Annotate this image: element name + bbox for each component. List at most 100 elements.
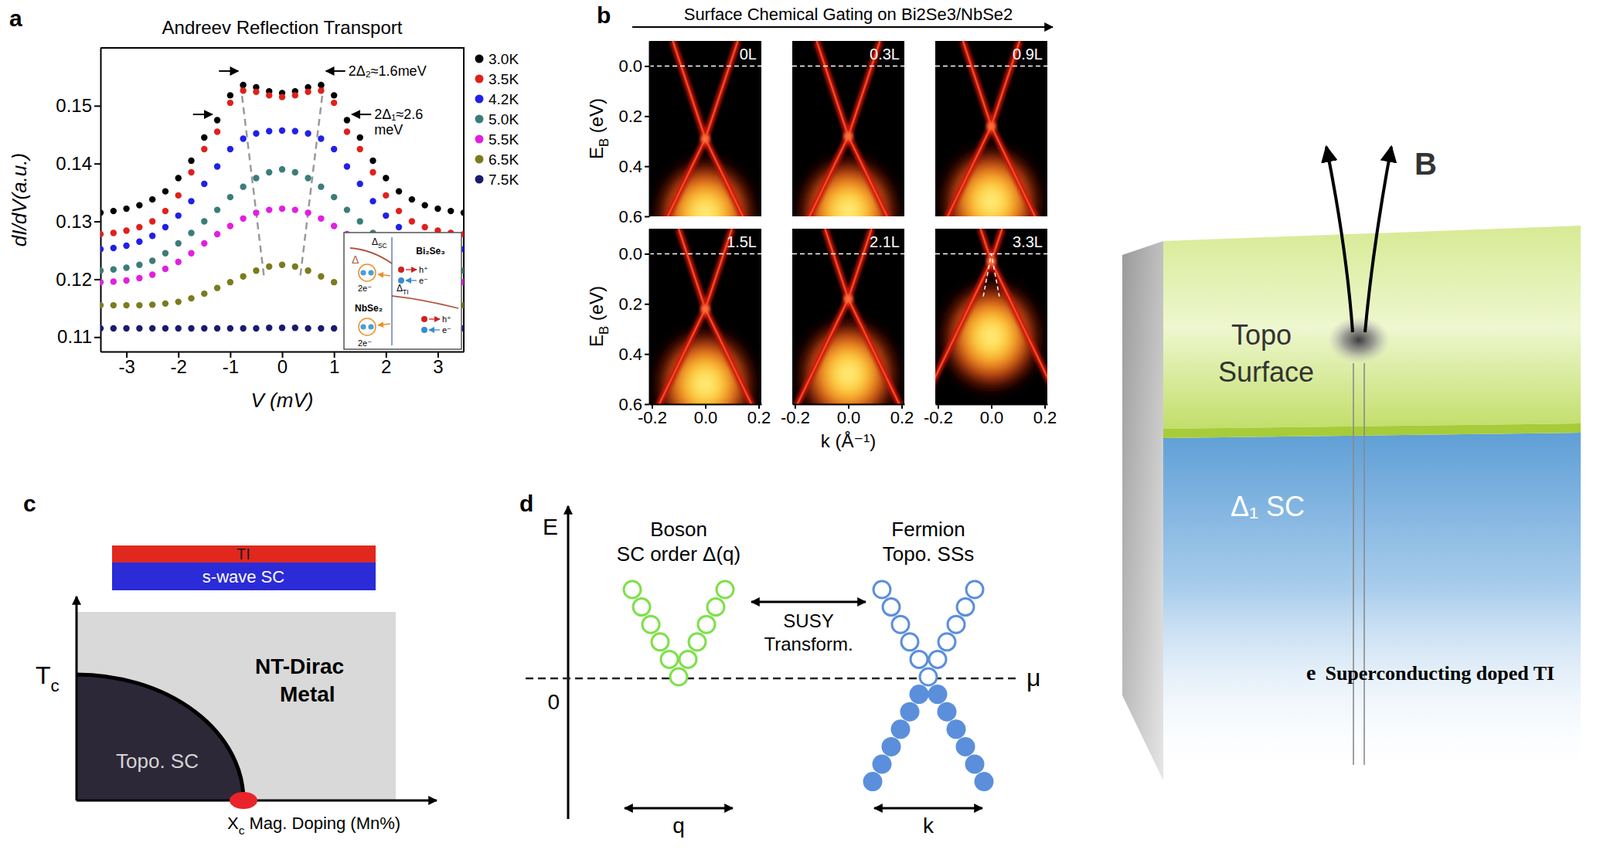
data-point [317,87,324,94]
fermion-state [919,668,937,686]
data-point [343,116,351,123]
data-point [110,207,117,215]
fermion-state [864,773,882,791]
data-point [252,325,259,332]
fermion-state [910,650,928,668]
guide-line [240,84,264,277]
surface-state-glow [803,136,893,217]
tick-label: 0.15 [55,95,92,116]
data-point [214,284,221,291]
panel-a: aAndreev Reflection Transport-3-2-101230… [7,5,519,412]
label: h⁺ [442,314,452,324]
data-point [317,183,324,190]
data-point [100,245,104,252]
data-point [136,201,143,208]
susy-arrow [751,601,866,604]
tick: 0.14 [55,153,101,174]
tick-mark [644,253,650,256]
panel-label: 0L [739,45,757,63]
arpes-image [792,228,905,405]
surface-state-glow [672,40,738,139]
text-part: Δ [371,236,378,248]
annotation: 2Δ₁≈2.6 [374,106,423,123]
fermion-state [947,616,965,634]
data-point [239,87,246,94]
layer-sc [112,562,376,591]
data-point [317,81,324,89]
data-point [227,194,234,201]
label: s-wave SC [202,567,285,587]
fermion-state [901,633,919,651]
surface-state [661,138,749,217]
tick-label: 0.12 [55,268,92,290]
data-point [162,250,169,257]
dirac-point [987,256,997,266]
fermion-state [975,773,993,791]
caption: Superconducting doped TI [1324,662,1555,685]
data-point [330,99,338,106]
tick: 0.0 [618,56,650,76]
hole-arrow [405,268,417,270]
series [100,81,464,217]
data-point [239,135,246,142]
data-point [187,157,195,164]
data-point [187,295,195,302]
data-point [317,325,324,332]
data-point [252,88,259,96]
label: Δ [351,253,359,266]
data-point [122,325,130,332]
data-point [460,209,464,216]
layer-ti [112,545,376,563]
electron [398,277,405,284]
data-point [110,229,117,236]
tick: -0.2 [637,404,668,428]
data-point [122,242,130,249]
data-point [175,258,182,266]
surface-state [963,40,1020,126]
boson-state [633,599,651,617]
data-point [265,128,273,135]
data-point [304,209,311,216]
boson-state [623,581,641,599]
data-point [343,206,351,213]
surface-state [792,299,905,405]
fermion-state [891,616,909,634]
data-point [421,201,428,208]
tick-label: 0.0 [694,408,719,428]
text-part: (eV) [585,98,607,139]
fermion-state [966,755,984,773]
label: Topo. SSs [882,542,975,566]
data-point [162,207,169,215]
axis-title: k (Å⁻¹) [820,430,876,452]
text-part: X [227,813,239,834]
fermi-level [649,253,762,256]
tick: 0.4 [618,344,650,365]
tick: -0.2 [923,404,954,428]
data-point [227,222,234,229]
label: e⁻ [418,275,429,286]
tick-label: 0.11 [57,326,92,348]
electron-arrow [405,279,417,281]
surface-state-glow [678,228,732,310]
data-point [265,169,273,176]
label: Surface [1218,356,1315,389]
data-point [252,209,259,216]
tick-label: -0.2 [637,408,668,428]
label: B [1414,146,1437,181]
surface-state-glow [963,40,1020,126]
arpes-image [792,40,905,217]
panel-label: 2.1L [869,233,900,251]
fermion-state [938,703,956,721]
label: SC order Δ(q) [616,542,741,566]
cooper-pair [358,318,376,336]
legend-label: 3.0K [488,51,519,68]
panel-letter: a [9,5,23,31]
tick: 0.15 [55,95,101,116]
data-point [149,196,156,203]
tick-label: 1 [329,356,340,378]
sc-region [76,674,244,801]
tick: 1 [329,351,340,378]
data-point [239,215,246,222]
tick: 2 [381,351,392,378]
tick-mark [644,404,650,406]
